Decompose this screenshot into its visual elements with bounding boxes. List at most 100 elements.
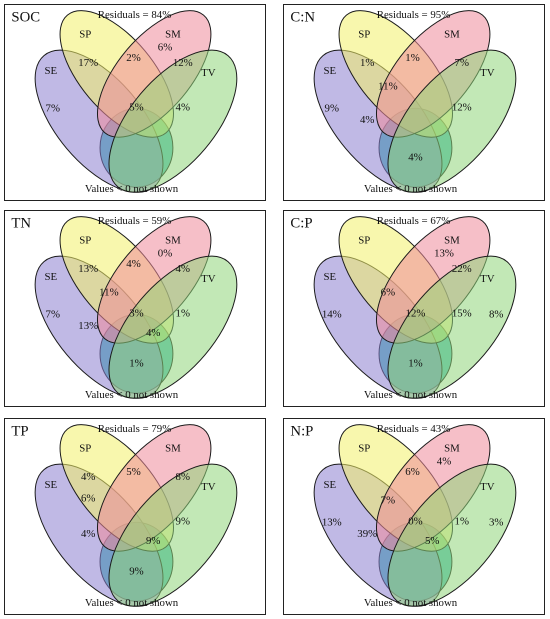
panel-title: TP: [11, 424, 28, 440]
region-value-sp-sm-tv: 1%: [455, 515, 469, 527]
set-label-sp: SP: [79, 442, 91, 454]
set-label-sm: SM: [444, 442, 460, 454]
set-label-sp: SP: [79, 28, 91, 40]
region-value-se-sp-sm: 11%: [378, 81, 397, 93]
set-label-sm: SM: [165, 28, 181, 40]
set-label-se: SE: [323, 271, 336, 283]
region-value-se-tv-sp: 5%: [425, 535, 439, 547]
region-value-sm-only: 6%: [158, 41, 172, 53]
venn-diagram: N:P Residuals = 43% Values < 0 not shown SE…: [290, 423, 517, 609]
residuals-label: Residuals = 43%: [377, 423, 450, 435]
region-value-sm-only: 0%: [158, 247, 172, 259]
region-value-se-sp: 6%: [81, 493, 95, 505]
set-ellipse-tv: [387, 49, 517, 193]
residuals-label: Residuals = 84%: [98, 9, 171, 21]
venn-diagram: SOC Residuals = 84% Values < 0 not shown SE…: [11, 9, 238, 195]
region-value-se-only: 9%: [325, 102, 339, 114]
region-value-se-sp-sm: 6%: [381, 287, 395, 299]
venn-panel-tn: TN Residuals = 59% Values < 0 not shown SE S…: [4, 210, 266, 407]
region-value-sm-tv: 12%: [173, 57, 193, 69]
region-value-sp-only: 4%: [81, 471, 95, 483]
set-label-sp: SP: [79, 234, 91, 246]
region-value-tv-only: 3%: [489, 516, 503, 528]
set-label-se: SE: [44, 65, 57, 77]
venn-panel-cp: C:P Residuals = 67% Values < 0 not shown SE…: [283, 210, 545, 407]
region-value-se-tv-sp: 9%: [146, 535, 160, 547]
set-label-se: SE: [323, 479, 336, 491]
set-ellipse-tv: [108, 49, 238, 193]
region-value-se-tv-sp: 4%: [146, 327, 160, 339]
footnote: Values < 0 not shown: [364, 597, 458, 609]
panel-title: SOC: [11, 10, 40, 26]
set-label-sm: SM: [165, 234, 181, 246]
residuals-label: Residuals = 67%: [377, 215, 450, 227]
set-label-tv: TV: [480, 273, 495, 285]
panel-title: C:P: [290, 216, 312, 232]
set-label-tv: TV: [201, 67, 216, 79]
venn-diagram: C:P Residuals = 67% Values < 0 not shown SE…: [290, 215, 517, 401]
region-value-sp-sm: 4%: [126, 258, 140, 270]
region-value-bottom: 9%: [129, 566, 143, 578]
region-value-sp-sm-tv: 1%: [176, 307, 190, 319]
region-value-sp-sm-tv: 4%: [176, 101, 190, 113]
region-value-se-sm: 13%: [78, 320, 98, 332]
set-label-se: SE: [44, 479, 57, 491]
footnote: Values < 0 not shown: [85, 389, 179, 401]
region-value-se-sm: 4%: [81, 528, 95, 540]
region-value-se-sp-sm: 7%: [381, 495, 395, 507]
region-value-center: 5%: [129, 101, 143, 113]
set-label-se: SE: [44, 271, 57, 283]
region-value-se-only: 14%: [322, 308, 342, 320]
region-value-se-only: 7%: [46, 308, 60, 320]
region-value-tv-only: 8%: [489, 308, 503, 320]
region-value-sp-sm: 1%: [405, 52, 419, 64]
venn-panel-np: N:P Residuals = 43% Values < 0 not shown SE…: [283, 418, 545, 615]
set-ellipse-tv: [387, 255, 517, 399]
set-label-sp: SP: [358, 442, 370, 454]
region-value-sp-only: 1%: [360, 57, 374, 69]
region-value-bottom: 1%: [408, 358, 422, 370]
venn-diagram: TN Residuals = 59% Values < 0 not shown SE S…: [11, 215, 238, 401]
region-value-sm-tv: 22%: [452, 263, 472, 275]
panel-title: TN: [11, 216, 31, 232]
region-value-se-only: 13%: [322, 516, 342, 528]
set-label-tv: TV: [480, 67, 495, 79]
region-value-sp-sm: 6%: [405, 466, 419, 478]
venn-diagram: C:N Residuals = 95% Values < 0 not shown SE…: [290, 9, 517, 195]
region-value-sp-sm-tv: 12%: [452, 101, 472, 113]
set-label-tv: TV: [201, 481, 216, 493]
region-value-sp-only: 17%: [78, 57, 98, 69]
region-value-sp-sm: 2%: [126, 52, 140, 64]
region-value-bottom: 4%: [408, 152, 422, 164]
residuals-label: Residuals = 79%: [98, 423, 171, 435]
region-value-sm-tv: 4%: [176, 263, 190, 275]
region-value-center: 0%: [408, 515, 422, 527]
venn-panel-tp: TP Residuals = 79% Values < 0 not shown SE S…: [4, 418, 266, 615]
panel-title: N:P: [290, 424, 313, 440]
set-label-tv: TV: [201, 273, 216, 285]
set-label-sm: SM: [444, 234, 460, 246]
region-value-sm-only: 13%: [434, 247, 454, 259]
region-value-sp-sm: 5%: [126, 466, 140, 478]
set-label-sm: SM: [444, 28, 460, 40]
venn-panel-cn: C:N Residuals = 95% Values < 0 not shown SE…: [283, 4, 545, 201]
region-value-sp-only: 13%: [78, 263, 98, 275]
region-value-center: 12%: [406, 307, 426, 319]
footnote: Values < 0 not shown: [85, 183, 179, 195]
region-value-se-sp-sm: 11%: [99, 287, 118, 299]
region-value-sm-tv: 8%: [176, 471, 190, 483]
footnote: Values < 0 not shown: [364, 183, 458, 195]
set-ellipse-tv: [387, 463, 517, 607]
residuals-label: Residuals = 59%: [98, 215, 171, 227]
region-value-sm-tv: 7%: [455, 57, 469, 69]
set-label-se: SE: [323, 65, 336, 77]
region-value-bottom: 1%: [129, 358, 143, 370]
footnote: Values < 0 not shown: [364, 389, 458, 401]
set-label-sp: SP: [358, 28, 370, 40]
set-label-sm: SM: [165, 442, 181, 454]
venn-diagram: TP Residuals = 79% Values < 0 not shown SE S…: [11, 423, 238, 609]
venn-panel-soc: SOC Residuals = 84% Values < 0 not shown SE…: [4, 4, 266, 201]
region-value-se-sm: 39%: [357, 528, 377, 540]
set-ellipse-tv: [108, 255, 238, 399]
region-value-sp-sm-tv: 9%: [176, 515, 190, 527]
